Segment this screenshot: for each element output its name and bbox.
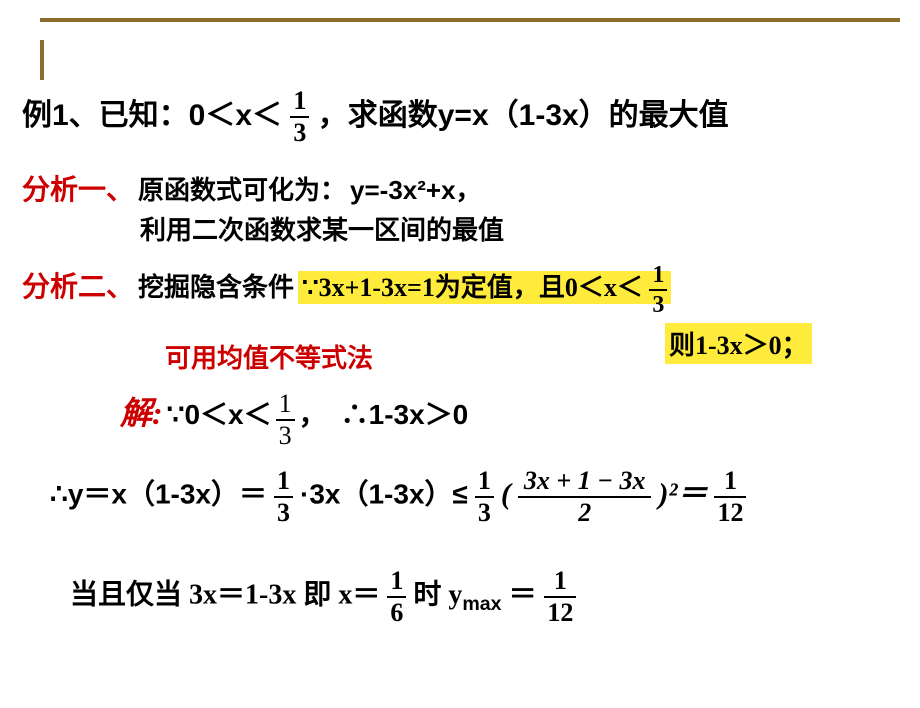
frac-num: 1 xyxy=(649,263,667,291)
solution-line1: 解: ∵0＜x＜ 1 3 ， ∴1-3x＞0 xyxy=(120,388,468,449)
solution-line3: 当且仅当 3x＝1-3x 即 x＝ 1 6 时 ymax ＝ 1 12 xyxy=(70,568,576,626)
step3a: 当且仅当 3x＝1-3x 即 x＝ xyxy=(70,579,380,610)
analysis1-text1b: y=-3x²+x， xyxy=(350,175,482,205)
step2-frac2: 1 3 xyxy=(475,468,494,526)
frac-num: 1 xyxy=(274,468,293,498)
cond1-text: ∵3x+1-3x=1为定值，且0＜x＜ xyxy=(302,273,643,302)
frac-den: 3 xyxy=(649,291,667,317)
analysis2-dig: 挖掘隐含条件 xyxy=(138,273,294,302)
frac-den: 3 xyxy=(290,118,309,146)
frac-den: 2 xyxy=(518,498,652,526)
frac-num: 1 xyxy=(290,88,309,118)
title-suffix: ，求函数y=x（1-3x）的最大值 xyxy=(318,99,729,132)
analysis2-cond2: 则1-3x＞0； xyxy=(665,323,812,364)
step3-frac1: 1 6 xyxy=(387,568,406,626)
frac-den: 12 xyxy=(714,498,746,526)
analysis1-label: 分析一、 xyxy=(22,175,134,206)
step1b: ， ∴1-3x＞0 xyxy=(299,399,469,430)
step2a: ∴y＝x（1-3x）＝ xyxy=(50,478,267,509)
analysis2-label: 分析二、 xyxy=(22,272,134,303)
example-title: 例1、已知：0＜x＜ 1 3 ，求函数y=x（1-3x）的最大值 xyxy=(22,88,729,146)
frac-den: 3 xyxy=(276,421,295,449)
cond1-frac: 1 3 xyxy=(649,263,667,317)
title-frac: 1 3 xyxy=(290,88,309,146)
vertical-rule xyxy=(40,40,44,80)
frac-num: 1 xyxy=(714,468,746,498)
step2b: ·3x（1-3x）≤ xyxy=(300,478,468,509)
solution-line2: ∴y＝x（1-3x）＝ 1 3 ·3x（1-3x）≤ 1 3 ( 3x + 1 … xyxy=(50,468,746,526)
frac-den: 6 xyxy=(387,598,406,626)
step2-frac3: 3x + 1 − 3x 2 xyxy=(518,468,652,526)
step2-frac1: 1 3 xyxy=(274,468,293,526)
top-rule xyxy=(40,18,900,22)
frac-num: 1 xyxy=(544,568,576,598)
step1a: ∵0＜x＜ xyxy=(167,399,272,430)
solution-label: 解: xyxy=(120,395,163,431)
step3b: 时 y xyxy=(413,579,462,610)
analysis1-row1: 分析一、 原函数式可化为： y=-3x²+x， xyxy=(22,168,482,208)
step2c: ( xyxy=(501,477,511,510)
frac-num: 1 xyxy=(475,468,494,498)
title-prefix: 例1、已知：0＜x＜ xyxy=(22,99,282,132)
step2d: )²＝ xyxy=(658,477,707,510)
step2-frac4: 1 12 xyxy=(714,468,746,526)
analysis2-cond1: ∵3x+1-3x=1为定值，且0＜x＜ 1 3 xyxy=(298,271,671,304)
analysis2-row1: 分析二、 挖掘隐含条件 ∵3x+1-3x=1为定值，且0＜x＜ 1 3 xyxy=(22,263,671,317)
step3-frac2: 1 12 xyxy=(544,568,576,626)
step3c: ＝ xyxy=(509,578,545,609)
frac-den: 3 xyxy=(475,498,494,526)
frac-num: 1 xyxy=(276,391,295,421)
analysis2-method: 可用均值不等式法 xyxy=(165,338,373,375)
analysis1-text1a: 原函数式可化为： xyxy=(138,176,346,205)
analysis1-row2: 利用二次函数求某一区间的最值 xyxy=(140,210,504,247)
step1-frac: 1 3 xyxy=(276,391,295,449)
frac-den: 12 xyxy=(544,598,576,626)
frac-num: 1 xyxy=(387,568,406,598)
step3sub: max xyxy=(462,593,501,615)
frac-den: 3 xyxy=(274,498,293,526)
frac-num: 3x + 1 − 3x xyxy=(524,466,646,495)
